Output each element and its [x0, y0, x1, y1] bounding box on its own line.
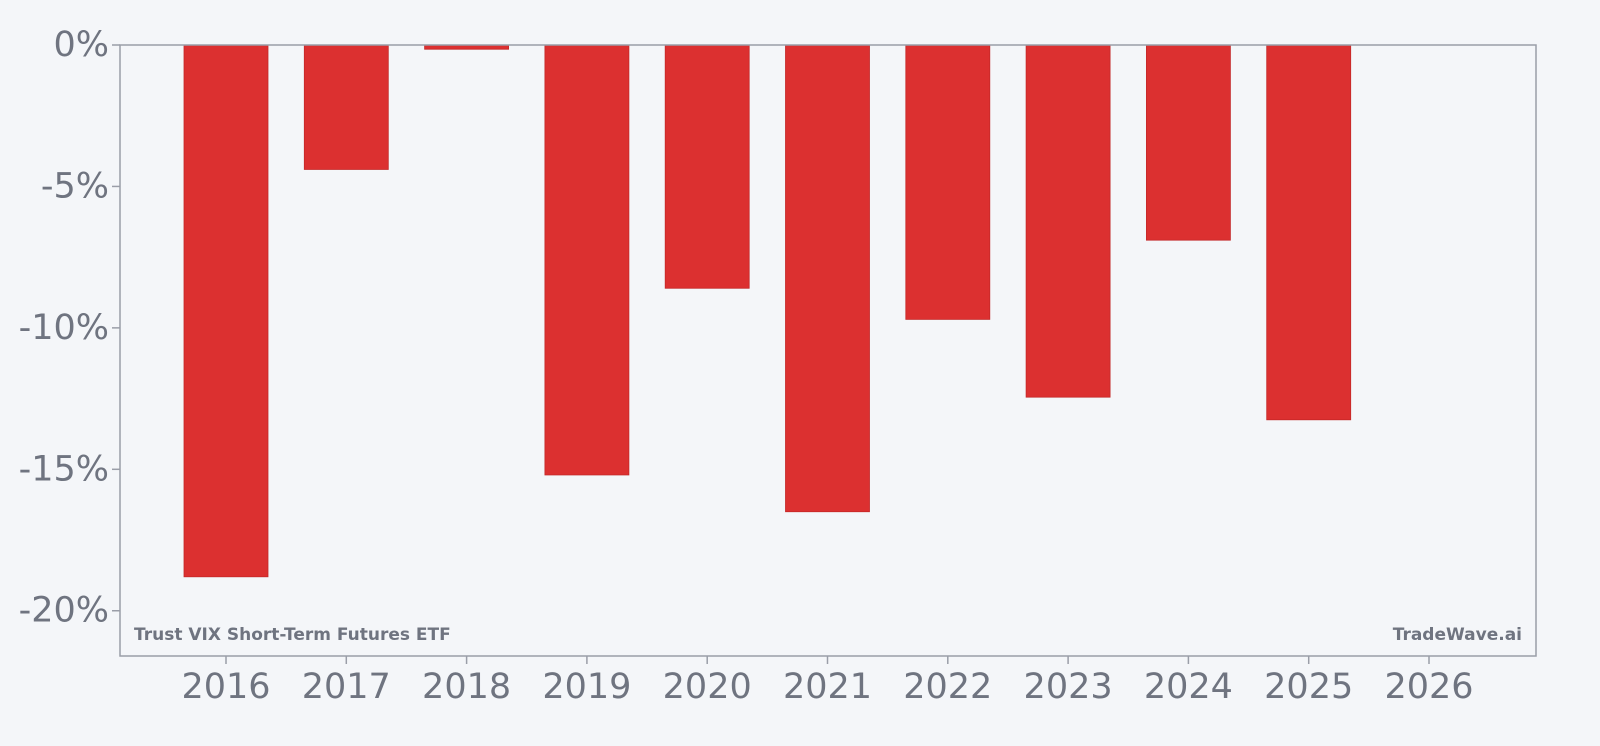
bar-2022 — [905, 44, 991, 320]
x-tick-label: 2020 — [663, 667, 752, 707]
bar-2021 — [785, 44, 870, 513]
y-tick-label: -20% — [19, 591, 109, 631]
x-tick-label: 2024 — [1144, 667, 1233, 707]
bar-2024 — [1146, 44, 1231, 241]
y-tick-label: -15% — [19, 449, 109, 489]
x-tick-label: 2016 — [181, 667, 270, 707]
y-tick-label: -5% — [41, 166, 109, 206]
x-axis: 2016 2017 2018 2019 2020 2021 2022 2023 2024 2025… — [181, 656, 1474, 707]
x-tick-label: 2022 — [903, 667, 992, 707]
bar-2020 — [664, 44, 750, 289]
brand-label: TradeWave.ai — [1393, 625, 1522, 645]
x-tick-label: 2026 — [1384, 667, 1473, 707]
bar-2019 — [544, 44, 630, 476]
x-tick-label: 2021 — [783, 667, 872, 707]
y-tick-label: 0% — [53, 25, 109, 65]
fund-name-label: Trust VIX Short-Term Futures ETF — [134, 625, 451, 645]
bar-2017 — [303, 44, 389, 170]
x-tick-label: 2023 — [1024, 667, 1113, 707]
x-tick-label: 2019 — [542, 667, 631, 707]
bar-2025 — [1266, 44, 1352, 421]
bars-group — [183, 44, 1352, 578]
x-tick-label: 2017 — [302, 667, 391, 707]
x-tick-label: 2018 — [422, 667, 511, 707]
bar-2023 — [1025, 44, 1111, 398]
bar-2016 — [183, 44, 269, 578]
y-tick-label: -10% — [19, 308, 109, 348]
x-tick-label: 2025 — [1264, 667, 1353, 707]
y-axis: 0% -5% -10% -15% -20% — [19, 25, 120, 631]
